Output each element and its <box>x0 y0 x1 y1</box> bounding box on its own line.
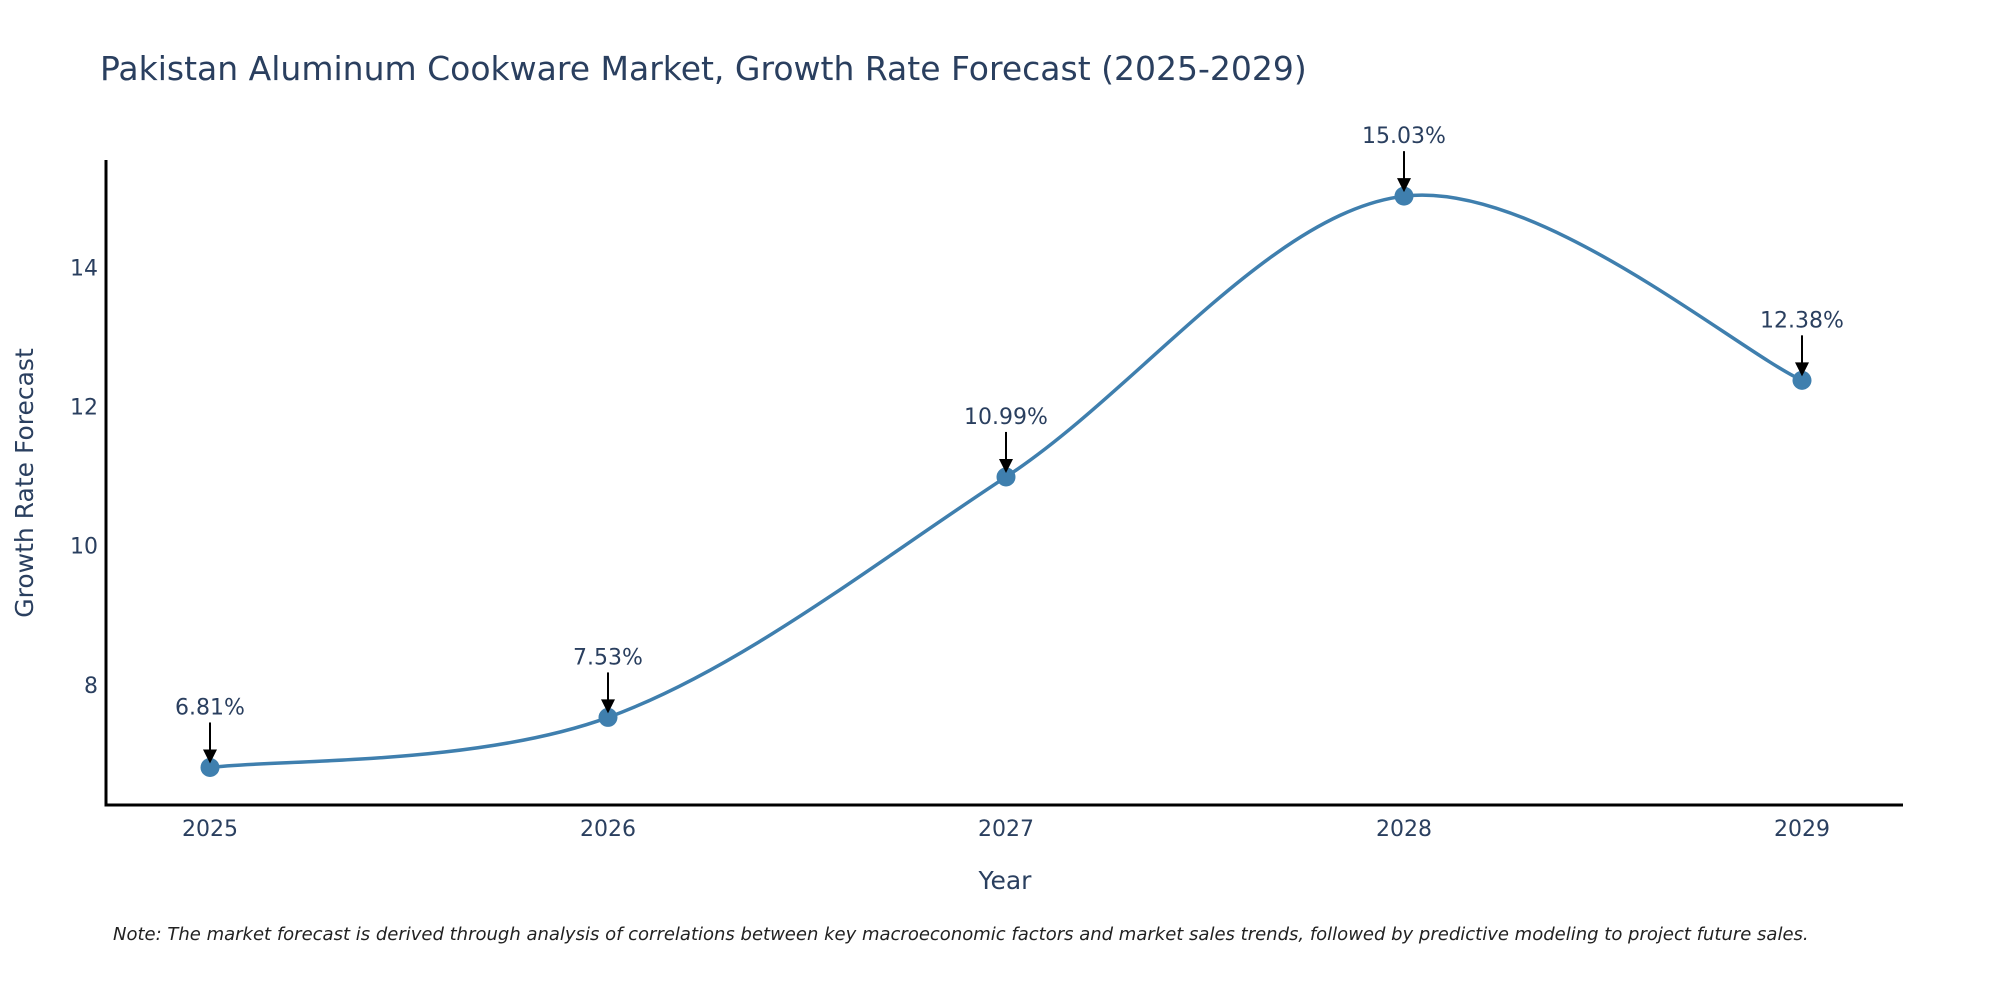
annotation-arrowhead <box>203 749 217 764</box>
chart-title: Pakistan Aluminum Cookware Market, Growt… <box>100 49 1307 88</box>
x-tick-label: 2025 <box>182 817 238 842</box>
annotation-arrowhead <box>1795 362 1809 377</box>
chart-note: Note: The market forecast is derived thr… <box>113 924 1809 945</box>
y-tick-label: 10 <box>70 535 98 560</box>
data-point <box>1792 370 1812 390</box>
data-point <box>1394 186 1414 206</box>
x-axis-ticks: 2025 2026 2027 2028 2029 <box>182 817 1830 842</box>
x-tick-label: 2029 <box>1774 817 1830 842</box>
data-label: 10.99% <box>964 405 1048 430</box>
data-label: 12.38% <box>1760 308 1844 333</box>
data-point <box>200 757 220 777</box>
x-axis-title: Year <box>978 866 1033 895</box>
data-point <box>598 707 618 727</box>
data-label: 6.81% <box>175 695 245 720</box>
annotation-arrowhead <box>601 699 615 714</box>
data-annotations: 6.81% 7.53% 10.99% 15.03% 12.38% <box>175 124 1844 764</box>
data-label: 7.53% <box>573 645 643 670</box>
data-markers <box>200 186 1812 777</box>
y-tick-label: 8 <box>84 674 98 699</box>
y-tick-label: 14 <box>70 257 98 282</box>
x-tick-label: 2028 <box>1376 817 1432 842</box>
annotation-arrowhead <box>999 458 1013 473</box>
x-tick-label: 2026 <box>580 817 636 842</box>
y-axis-title: Growth Rate Forecast <box>10 348 39 618</box>
data-label: 15.03% <box>1362 124 1446 149</box>
y-tick-label: 12 <box>70 396 98 421</box>
y-axis-ticks: 8 10 12 14 <box>70 257 98 699</box>
annotation-arrowhead <box>1397 178 1411 193</box>
data-point <box>996 467 1016 487</box>
x-tick-label: 2027 <box>978 817 1034 842</box>
